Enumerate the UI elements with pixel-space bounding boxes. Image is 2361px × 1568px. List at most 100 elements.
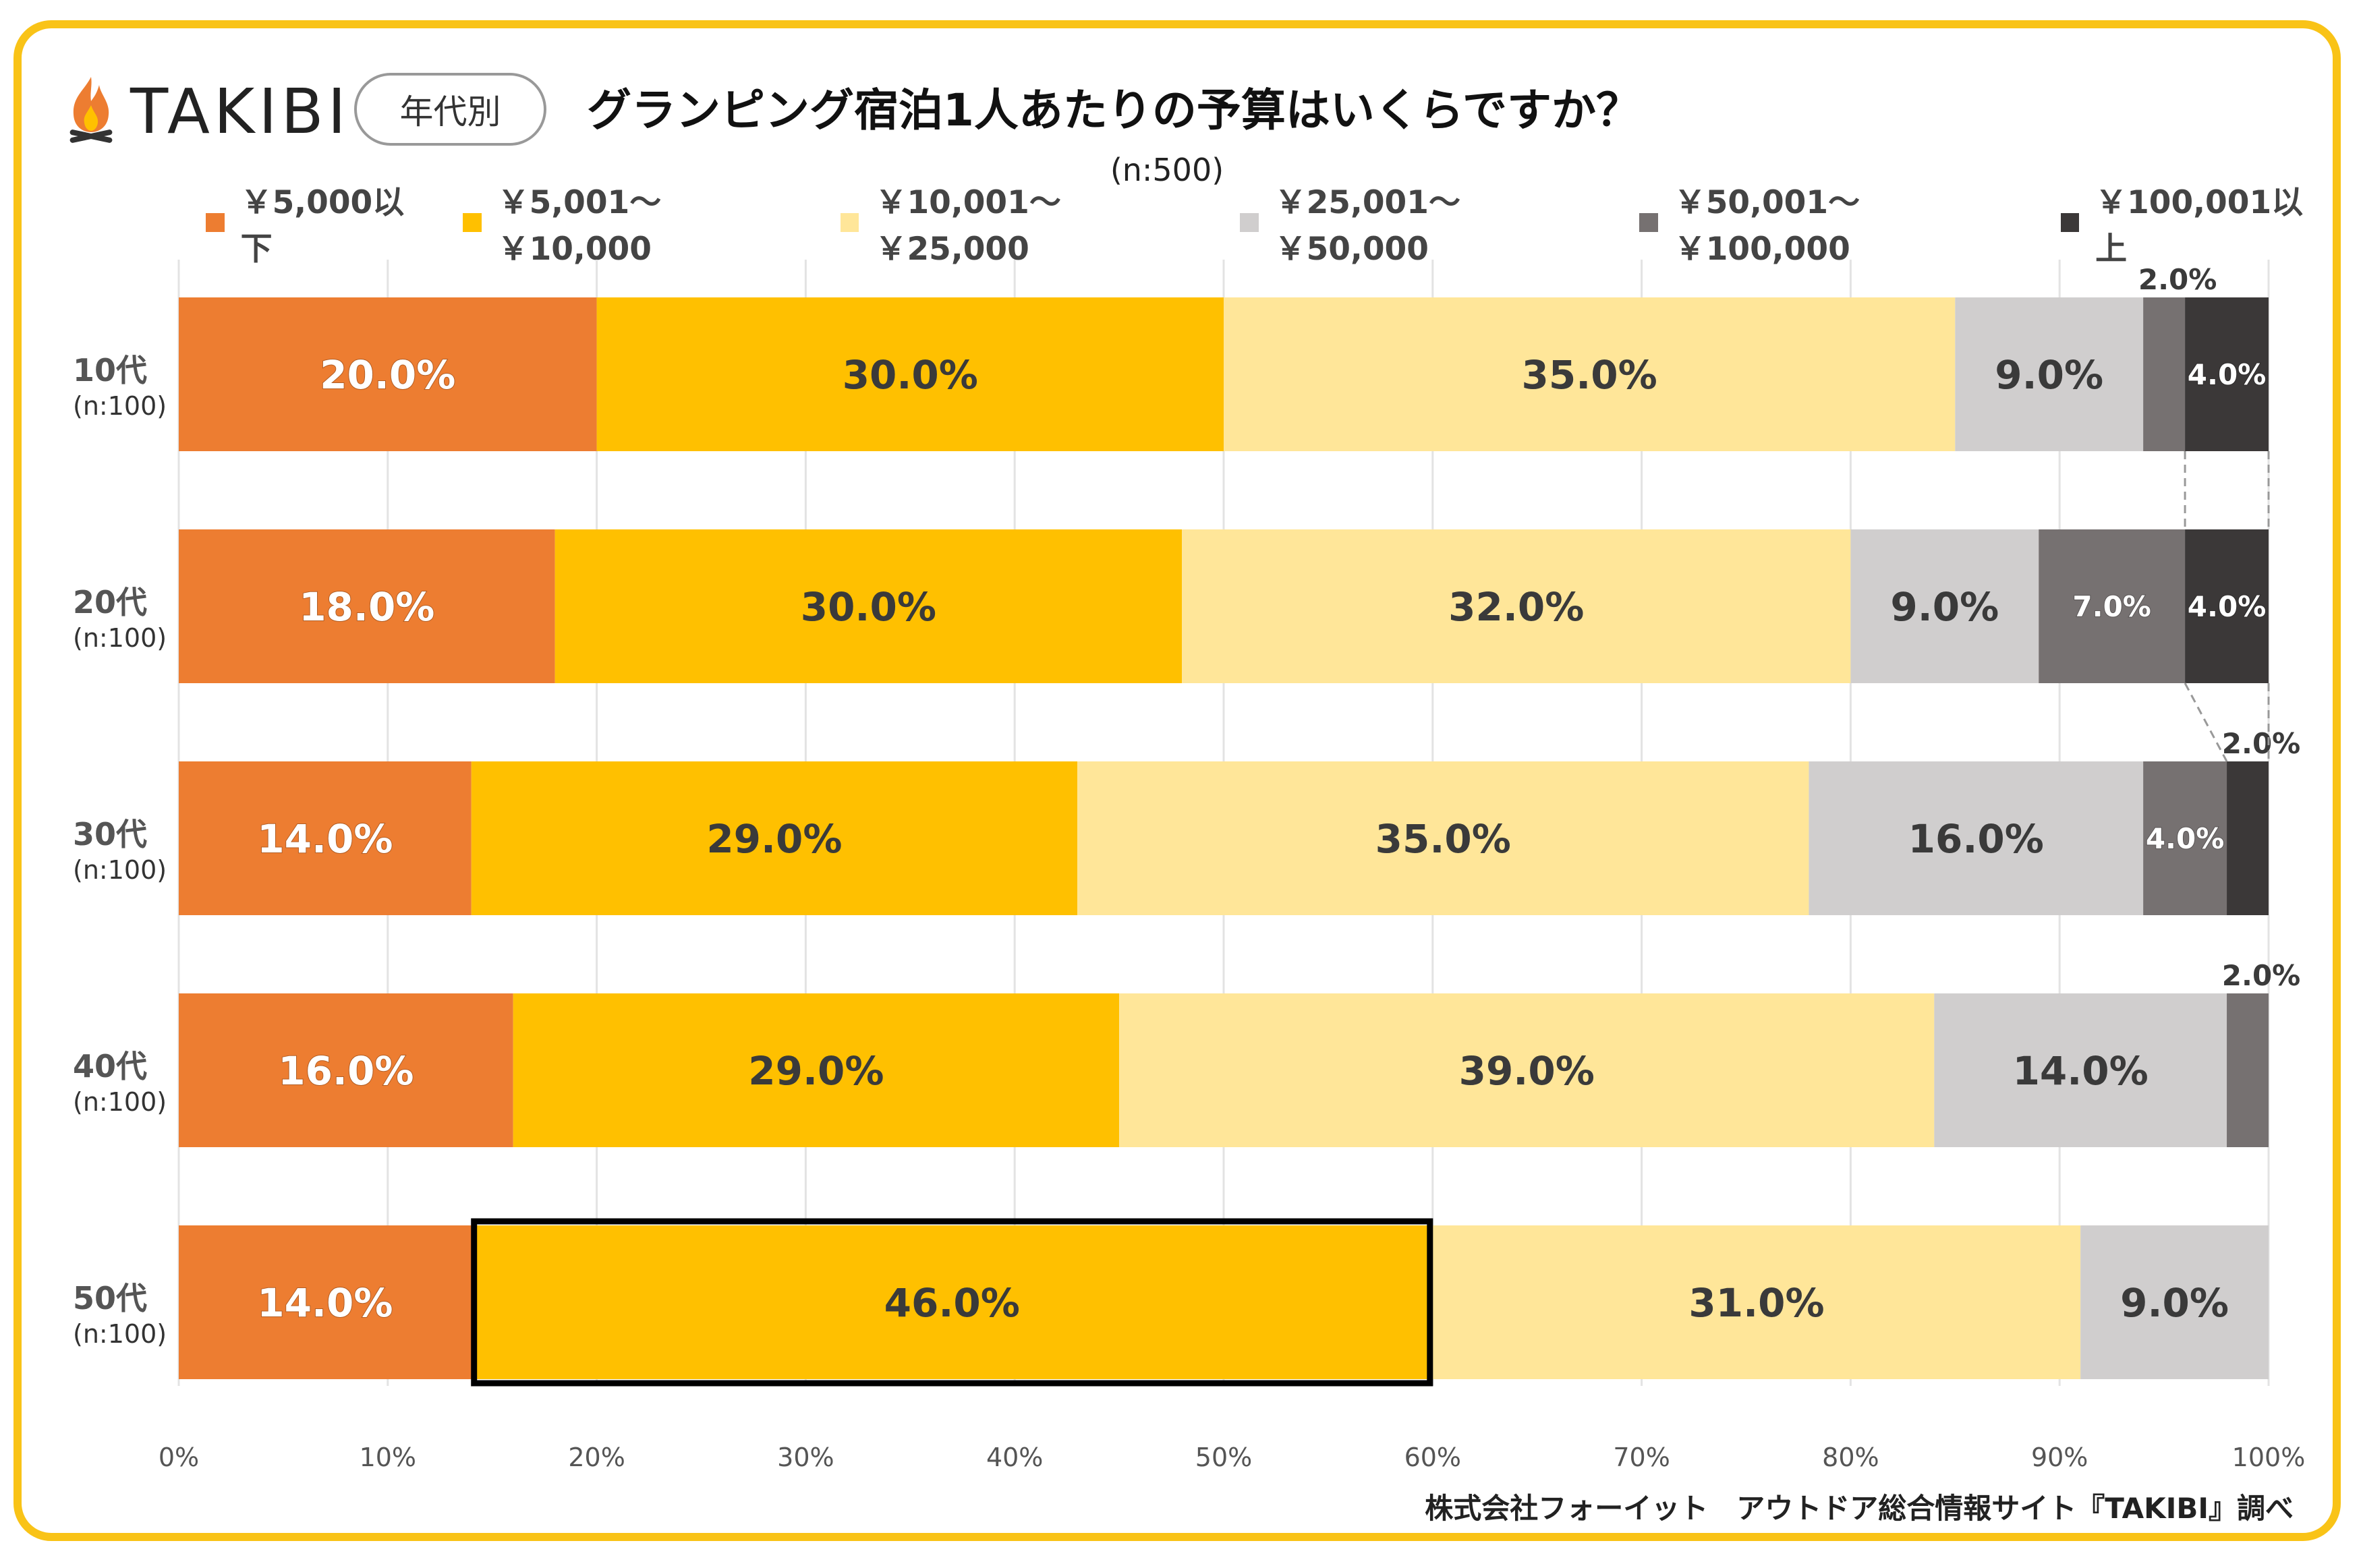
campfire-icon: [69, 77, 113, 143]
data-label: 30.0%: [843, 352, 978, 398]
x-tick-label: 70%: [1613, 1443, 1670, 1472]
bar-segment: [2227, 761, 2269, 915]
highlight-box: [471, 1218, 1433, 1387]
legend-swatch: [2060, 213, 2080, 232]
takibi-logo: TAKIBI: [64, 71, 350, 152]
bar-segment: [513, 993, 1120, 1147]
bar-segment: [1119, 993, 1935, 1147]
data-label: 31.0%: [1688, 1280, 1824, 1326]
data-label: 4.0%: [2146, 822, 2224, 855]
data-label: 2.0%: [2222, 959, 2300, 992]
bar-segment: [1809, 761, 2144, 915]
data-label: 14.0%: [257, 1280, 393, 1326]
legend-swatch: [462, 213, 482, 232]
category-label: 30代: [73, 816, 147, 852]
legend-item-1: ￥5,000以下: [206, 176, 433, 269]
bar-segment: [554, 529, 1183, 683]
bar-segment: [471, 761, 1078, 915]
legend-label: ￥10,001～￥25,000: [875, 184, 1061, 268]
bar-segment: [179, 761, 472, 915]
legend-item-5: ￥50,001～￥100,000: [1639, 176, 2030, 269]
data-label: 14.0%: [2013, 1048, 2149, 1094]
bar-segment: [1077, 761, 1809, 915]
x-tick-label: 40%: [986, 1443, 1043, 1472]
legend-item-2: ￥5,001～￥10,000: [462, 176, 811, 269]
bar-segment: [1182, 529, 1851, 683]
data-label: 35.0%: [1375, 816, 1511, 862]
logo-text: TAKIBI: [130, 75, 350, 148]
bar-segment: [179, 993, 513, 1147]
data-label: 4.0%: [2188, 358, 2266, 391]
legend-item-6: ￥100,001以上: [2060, 176, 2332, 269]
x-tick-label: 50%: [1195, 1443, 1252, 1472]
source-credit: 株式会社フォーイット アウトドア総合情報サイト『TAKIBI』調べ: [1425, 1492, 2294, 1525]
bar-segment: [179, 297, 597, 451]
data-label: 20.0%: [320, 352, 455, 398]
category-n-label: (n:100): [73, 1319, 167, 1349]
category-label: 50代: [73, 1280, 147, 1316]
x-tick-label: 30%: [777, 1443, 834, 1472]
category-label: 20代: [73, 584, 147, 620]
series-connector: [2184, 683, 2228, 762]
chart-legend: ￥5,000以下 ￥5,001～￥10,000 ￥10,001～￥25,000 ￥25…: [206, 184, 2361, 268]
legend-swatch: [840, 213, 859, 232]
data-label: 39.0%: [1459, 1048, 1595, 1094]
bar-segment: [596, 297, 1224, 451]
bar-segment: [1934, 993, 2227, 1147]
data-label: 14.0%: [257, 816, 393, 862]
legend-item-3: ￥10,001～￥25,000: [840, 176, 1210, 269]
bar-segment: [2080, 1225, 2269, 1379]
data-label: 7.0%: [2072, 590, 2151, 623]
data-label: 18.0%: [299, 584, 434, 630]
chart-title: グランピング宿泊1人あたりの予算はいくらですか？: [587, 84, 1641, 136]
x-tick-label: 20%: [568, 1443, 625, 1472]
data-label: 9.0%: [1890, 584, 1999, 630]
bar-segment: [2039, 529, 2186, 683]
x-tick-label: 90%: [2031, 1443, 2088, 1472]
bar-segment: [1224, 297, 1956, 451]
data-label: 16.0%: [1908, 816, 2044, 862]
data-label: 32.0%: [1448, 584, 1584, 630]
sample-size: (n:500): [1110, 152, 1224, 188]
data-label: 35.0%: [1522, 352, 1657, 398]
legend-label: ￥5,000以下: [240, 184, 405, 268]
data-label: 16.0%: [278, 1048, 414, 1094]
age-group-badge: 年代別: [354, 73, 546, 146]
bar-segment: [1850, 529, 2039, 683]
bar-segment: [1432, 1225, 2081, 1379]
bar-segment: [2185, 529, 2269, 683]
legend-swatch: [1239, 213, 1259, 232]
data-label: 9.0%: [1995, 352, 2103, 398]
category-n-label: (n:100): [73, 391, 167, 421]
data-label: 29.0%: [748, 1048, 884, 1094]
data-label: 30.0%: [801, 584, 936, 630]
data-label: 9.0%: [2120, 1280, 2229, 1326]
bar-segment: [471, 1225, 1433, 1379]
data-label: 2.0%: [2138, 263, 2217, 296]
bar-segment: [2185, 297, 2269, 451]
bar-segment: [179, 1225, 472, 1379]
legend-item-4: ￥25,001～￥50,000: [1239, 176, 1610, 269]
data-label: 29.0%: [706, 816, 842, 862]
x-tick-label: 10%: [360, 1443, 416, 1472]
category-label: 40代: [73, 1048, 147, 1084]
category-n-label: (n:100): [73, 855, 167, 885]
category-n-label: (n:100): [73, 1087, 167, 1117]
x-tick-label: 60%: [1404, 1443, 1461, 1472]
data-label: 2.0%: [2222, 727, 2300, 760]
bar-segment: [179, 529, 555, 683]
x-tick-label: 100%: [2232, 1443, 2306, 1472]
bar-segment: [2143, 297, 2186, 451]
bar-segment: [1955, 297, 2144, 451]
category-n-label: (n:100): [73, 623, 167, 653]
legend-label: ￥50,001～￥100,000: [1674, 184, 1860, 268]
data-label: 46.0%: [884, 1280, 1020, 1326]
legend-label: ￥100,001以上: [2095, 184, 2304, 268]
legend-label: ￥25,001～￥50,000: [1274, 184, 1460, 268]
category-label: 10代: [73, 352, 147, 388]
bar-segment: [2227, 993, 2269, 1147]
x-tick-label: 80%: [1822, 1443, 1879, 1472]
legend-swatch: [206, 213, 225, 232]
legend-swatch: [1639, 213, 1658, 232]
